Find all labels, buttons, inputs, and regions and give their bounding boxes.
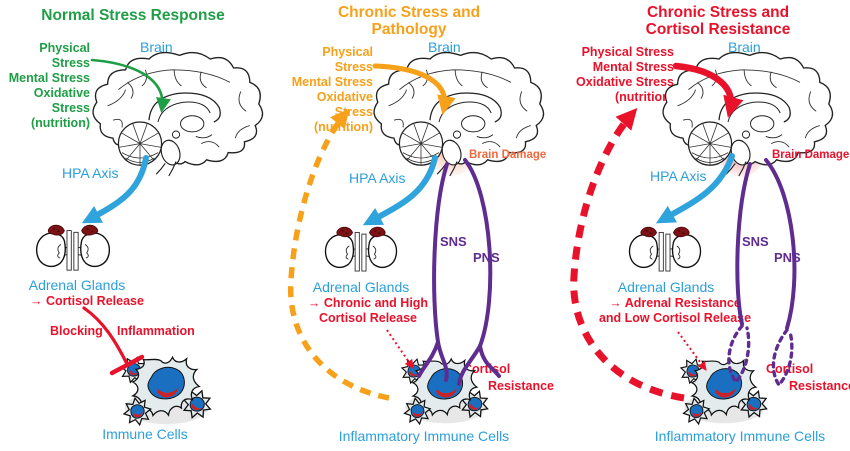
brain-damage-label: Brain Damage xyxy=(772,149,850,161)
hpa-axis-arrow xyxy=(81,155,149,224)
cortisol-release-label: → Adrenal Resistance and Low Cortisol Re… xyxy=(594,296,756,326)
cortisol-release-line: Cortisol Release xyxy=(319,311,417,325)
stress-line: Physical Stress xyxy=(39,41,90,70)
stress-to-brain-arrow xyxy=(90,58,171,113)
blocking-inhibition-line xyxy=(82,306,129,366)
stress-line: Physical Stress xyxy=(322,45,373,74)
arrows-layer xyxy=(570,62,797,402)
hpa-axis-label: HPA Axis xyxy=(650,168,707,184)
sns-nerve-endings xyxy=(417,340,449,382)
inflammation-label: Inflammation xyxy=(117,324,195,338)
arrows-layer xyxy=(287,63,501,401)
stress-line: Oxidative Stress xyxy=(576,75,674,89)
panel-title: Chronic Stress and xyxy=(337,4,481,21)
cortisol-resistance-label2: Resistance xyxy=(488,379,555,393)
stress-line: (nutrition) xyxy=(30,116,90,130)
stress-list: Physical Stress Mental Stress Oxidative … xyxy=(0,41,90,131)
stress-to-brain-arrow xyxy=(372,63,456,115)
inhibition-t-bar xyxy=(109,354,145,376)
brain-illustration xyxy=(373,51,545,177)
pns-nerve-endings xyxy=(457,344,501,386)
sns-nerve-line xyxy=(735,162,752,326)
panel-title: Normal Stress Response xyxy=(41,7,225,24)
cortisol-resistance-label2: Resistance xyxy=(789,379,850,393)
adrenal-glands-label: Adrenal Glands xyxy=(617,279,715,295)
adrenal-glands-label: Adrenal Glands xyxy=(28,277,126,293)
sns-disconnected-ending xyxy=(727,324,751,385)
pns-nerve-line xyxy=(764,158,797,330)
cortisol-resistance-label: Cortisol xyxy=(766,362,814,376)
brain-illustration xyxy=(662,51,834,177)
immune-cells-label: Inflammatory Immune Cells xyxy=(338,428,510,444)
stress-line: Physical Stress xyxy=(581,45,674,59)
stress-line: Mental Stress xyxy=(592,60,674,74)
hpa-axis-label: HPA Axis xyxy=(349,170,406,186)
pns-label: PNS xyxy=(473,250,500,265)
cortisol-release-line: → Adrenal Resistance xyxy=(609,296,741,310)
cortisol-release-label: → Cortisol Release xyxy=(30,294,144,308)
stress-list: Physical Stress Mental Stress Oxidative … xyxy=(566,45,674,105)
adrenal-glands-label: Adrenal Glands xyxy=(312,279,410,295)
brain-label: Brain xyxy=(728,39,761,55)
cortisol-to-cells-dotted-arrow xyxy=(386,329,414,369)
sns-label: SNS xyxy=(440,234,467,249)
hpa-axis-label: HPA Axis xyxy=(62,165,119,181)
sns-nerve-line xyxy=(432,162,449,344)
cortisol-release-label: → Chronic and High Cortisol Release xyxy=(303,296,433,326)
hpa-axis-arrow xyxy=(655,153,735,224)
cortisol-to-cells-dotted-arrow xyxy=(677,331,707,371)
arrows-layer xyxy=(81,58,171,376)
panel-title: Chronic Stress and xyxy=(646,4,790,21)
immune-cells-label: Inflammatory Immune Cells xyxy=(654,428,826,444)
inflammation-feedback-arrow xyxy=(570,107,685,402)
hpa-axis-arrow xyxy=(362,155,438,226)
blocking-label: Blocking xyxy=(50,324,103,338)
stress-line: Oxidative Stress xyxy=(33,86,90,115)
panel-title-line2: Pathology xyxy=(371,21,447,38)
sns-label: SNS xyxy=(742,234,769,249)
brain-label: Brain xyxy=(140,39,173,55)
stress-to-brain-arrow xyxy=(672,62,744,118)
cortisol-release-line: and Low Cortisol Release xyxy=(598,311,752,325)
stress-line: Mental Stress xyxy=(8,71,90,85)
brain-damage-label: Brain Damage xyxy=(469,149,547,161)
panel-title-line2: Cortisol Resistance xyxy=(645,21,791,38)
inflammation-feedback-arrow xyxy=(287,108,390,401)
pns-nerve-line xyxy=(463,158,493,348)
cortisol-release-line: → Chronic and High xyxy=(307,296,429,310)
stress-line: (nutrition) xyxy=(614,90,674,104)
stress-list: Physical Stress Mental Stress Oxidative … xyxy=(283,45,373,135)
panel-cortisol-resistance: Chronic Stress and Cortisol Resistance P… xyxy=(566,0,850,451)
brain-label: Brain xyxy=(428,39,461,55)
stress-line: Mental Stress xyxy=(291,75,373,89)
immune-cells-label: Immune Cells xyxy=(102,426,188,442)
panel-chronic-pathology: Chronic Stress and Pathology Physical St… xyxy=(283,0,566,451)
panel-normal-stress: Normal Stress Response Physical Stress M… xyxy=(0,0,283,451)
pns-disconnected-ending xyxy=(771,328,794,388)
